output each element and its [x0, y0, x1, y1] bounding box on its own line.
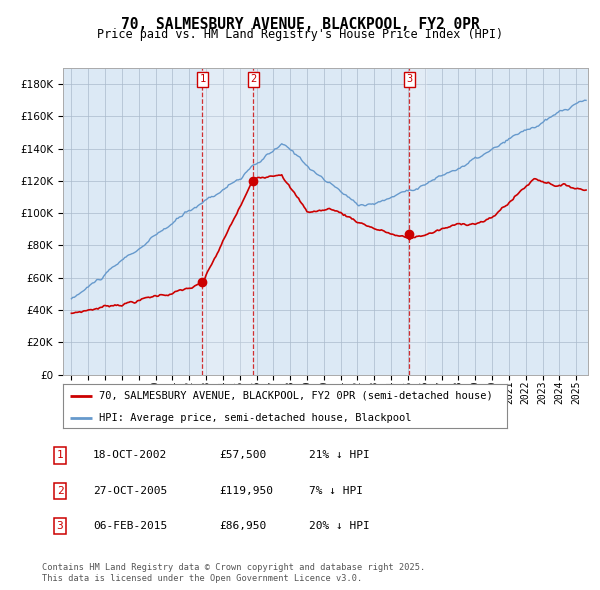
Text: 1: 1 [199, 74, 206, 84]
Text: 06-FEB-2015: 06-FEB-2015 [93, 522, 167, 531]
Text: 18-OCT-2002: 18-OCT-2002 [93, 451, 167, 460]
Text: 20% ↓ HPI: 20% ↓ HPI [309, 522, 370, 531]
Text: 70, SALMESBURY AVENUE, BLACKPOOL, FY2 0PR: 70, SALMESBURY AVENUE, BLACKPOOL, FY2 0P… [121, 17, 479, 31]
Text: 1: 1 [56, 451, 64, 460]
Text: £86,950: £86,950 [219, 522, 266, 531]
Text: £57,500: £57,500 [219, 451, 266, 460]
Bar [202, 68, 253, 375]
Text: 2: 2 [250, 74, 257, 84]
Text: 3: 3 [56, 522, 64, 531]
Text: HPI: Average price, semi-detached house, Blackpool: HPI: Average price, semi-detached house,… [98, 413, 411, 423]
Text: Contains HM Land Registry data © Crown copyright and database right 2025.
This d: Contains HM Land Registry data © Crown c… [42, 563, 425, 583]
Text: 7% ↓ HPI: 7% ↓ HPI [309, 486, 363, 496]
Text: £119,950: £119,950 [219, 486, 273, 496]
Text: 21% ↓ HPI: 21% ↓ HPI [309, 451, 370, 460]
Text: Price paid vs. HM Land Registry's House Price Index (HPI): Price paid vs. HM Land Registry's House … [97, 28, 503, 41]
Text: 27-OCT-2005: 27-OCT-2005 [93, 486, 167, 496]
Text: 2: 2 [56, 486, 64, 496]
Text: 3: 3 [406, 74, 413, 84]
Bar [409, 68, 426, 375]
Text: 70, SALMESBURY AVENUE, BLACKPOOL, FY2 0PR (semi-detached house): 70, SALMESBURY AVENUE, BLACKPOOL, FY2 0P… [98, 391, 492, 401]
